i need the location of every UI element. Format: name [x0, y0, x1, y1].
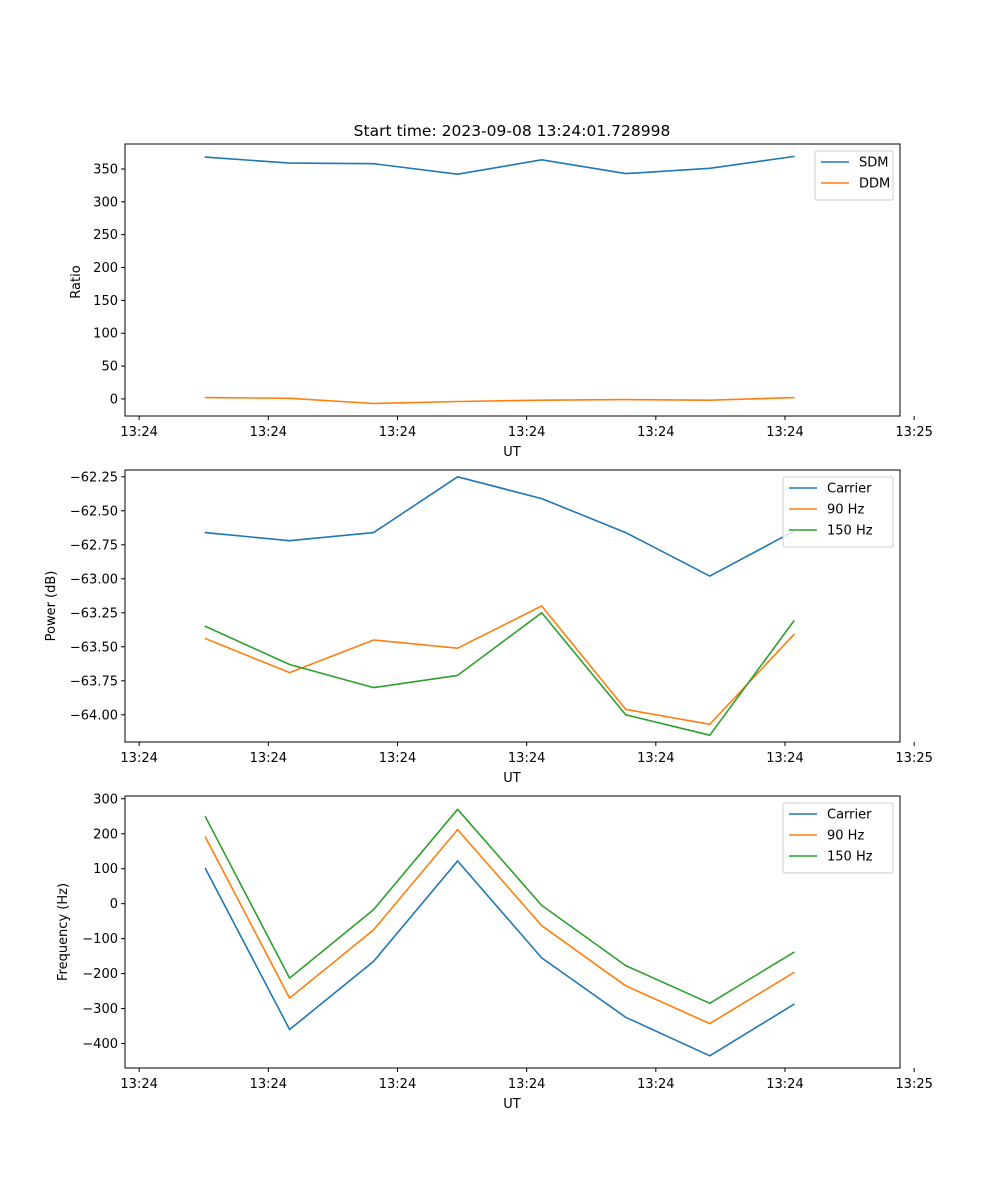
- ratio-axes-frame: [124, 143, 901, 417]
- ratio-y-axis-label: Ratio: [69, 265, 84, 298]
- power-y-tick-label: −63.50: [70, 640, 118, 655]
- frequency-x-tick-label: 13:24: [250, 1077, 287, 1092]
- ratio-ticks: 13:24 13:24 13:24 13:24 13:24 13:24 13:25 0 50 10…: [93, 162, 933, 440]
- frequency-series-line-150-hz: [204, 808, 795, 1005]
- frequency-series-line-carrier: [204, 860, 795, 1057]
- power-y-tick-label: −62.25: [70, 470, 118, 485]
- frequency-x-tick-label: 13:25: [895, 1077, 932, 1092]
- frequency-legend-label-150-hz: 150 Hz: [827, 850, 873, 865]
- ratio-x-tick-label: 13:24: [637, 425, 674, 440]
- power-y-tick-label: −62.75: [70, 538, 118, 553]
- ratio-legend-box: [814, 150, 894, 201]
- power-y-tick-label: −63.75: [70, 674, 118, 689]
- ratio-series-line-ddm: [204, 396, 795, 405]
- frequency-x-axis-label: UT: [503, 1097, 521, 1112]
- power-y-tick-label: −63.25: [70, 606, 118, 621]
- chart-title: Start time: 2023-09-08 13:24:01.728998: [354, 122, 671, 140]
- power-legend: Carrier 90 Hz 150 Hz: [782, 476, 894, 548]
- frequency-x-tick-label: 13:24: [766, 1077, 803, 1092]
- frequency-y-tick-label: 200: [93, 827, 118, 842]
- power-legend-label-90-hz: 90 Hz: [827, 503, 864, 518]
- frequency-y-tick-label: −400: [82, 1037, 118, 1052]
- ratio-series-line-sdm: [204, 155, 795, 175]
- frequency-y-tick-label: 100: [93, 862, 118, 877]
- frequency-ticks: 13:24 13:24 13:24 13:24 13:24 13:24 13:25 −400 −…: [82, 792, 933, 1092]
- ratio-y-tick-label: 350: [93, 162, 118, 177]
- power-x-tick-label: 13:24: [250, 751, 287, 766]
- frequency-panel: 13:24 13:24 13:24 13:24 13:24 13:24 13:25 −400 −…: [56, 792, 933, 1112]
- power-panel: 13:24 13:24 13:24 13:24 13:24 13:24 13:25 −64.0…: [44, 469, 933, 786]
- frequency-legend-label-carrier: Carrier: [827, 808, 872, 823]
- ratio-x-tick-label: 13:24: [379, 425, 416, 440]
- frequency-y-tick-label: −100: [82, 932, 118, 947]
- power-x-tick-label: 13:24: [637, 751, 674, 766]
- frequency-y-tick-label: −300: [82, 1002, 118, 1017]
- ratio-series-lines: [204, 155, 795, 405]
- ratio-y-tick-label: 200: [93, 261, 118, 276]
- power-y-axis-label: Power (dB): [44, 571, 59, 642]
- power-y-tick-label: −63.00: [70, 572, 118, 587]
- power-legend-label-carrier: Carrier: [827, 482, 872, 497]
- frequency-series-lines: [204, 808, 795, 1057]
- ratio-x-tick-label: 13:24: [120, 425, 157, 440]
- frequency-y-axis-label: Frequency (Hz): [56, 883, 71, 981]
- frequency-x-tick-label: 13:24: [637, 1077, 674, 1092]
- power-series-lines: [204, 475, 795, 737]
- power-ticks: 13:24 13:24 13:24 13:24 13:24 13:24 13:25 −64.0…: [70, 470, 933, 766]
- power-legend-label-150-hz: 150 Hz: [827, 524, 873, 539]
- power-x-tick-label: 13:24: [379, 751, 416, 766]
- power-x-tick-label: 13:24: [508, 751, 545, 766]
- frequency-axes-frame: [124, 795, 901, 1069]
- power-series-line-90-hz: [204, 605, 795, 726]
- ratio-legend: SDM DDM: [814, 150, 894, 201]
- frequency-series-line-90-hz: [204, 828, 795, 1025]
- ratio-x-axis-label: UT: [503, 445, 521, 460]
- ratio-y-tick-label: 300: [93, 195, 118, 210]
- frequency-y-tick-label: 0: [110, 897, 118, 912]
- power-x-tick-label: 13:24: [766, 751, 803, 766]
- ratio-legend-label-ddm: DDM: [859, 177, 890, 192]
- ratio-x-tick-label: 13:24: [250, 425, 287, 440]
- frequency-legend-label-90-hz: 90 Hz: [827, 829, 864, 844]
- ratio-panel: Start time: 2023-09-08 13:24:01.728998 1…: [69, 122, 933, 460]
- power-series-line-150-hz: [204, 611, 795, 737]
- power-x-tick-label: 13:25: [895, 751, 932, 766]
- ratio-legend-label-sdm: SDM: [859, 156, 888, 171]
- frequency-x-tick-label: 13:24: [508, 1077, 545, 1092]
- power-axes-frame: [124, 469, 901, 743]
- frequency-y-tick-label: −200: [82, 967, 118, 982]
- power-series-line-carrier: [204, 475, 795, 577]
- power-x-tick-label: 13:24: [120, 751, 157, 766]
- frequency-x-tick-label: 13:24: [120, 1077, 157, 1092]
- ratio-y-tick-label: 250: [93, 228, 118, 243]
- frequency-x-tick-label: 13:24: [379, 1077, 416, 1092]
- ratio-y-tick-label: 0: [110, 392, 118, 407]
- ratio-x-tick-label: 13:24: [508, 425, 545, 440]
- frequency-legend: Carrier 90 Hz 150 Hz: [782, 802, 894, 874]
- frequency-y-tick-label: 300: [93, 792, 118, 807]
- ratio-x-tick-label: 13:25: [895, 425, 932, 440]
- ratio-x-tick-label: 13:24: [766, 425, 803, 440]
- power-y-tick-label: −62.50: [70, 504, 118, 519]
- ratio-y-tick-label: 50: [101, 360, 118, 375]
- ratio-y-tick-label: 100: [93, 327, 118, 342]
- power-y-tick-label: −64.00: [70, 708, 118, 723]
- ratio-y-tick-label: 150: [93, 294, 118, 309]
- power-x-axis-label: UT: [503, 771, 521, 786]
